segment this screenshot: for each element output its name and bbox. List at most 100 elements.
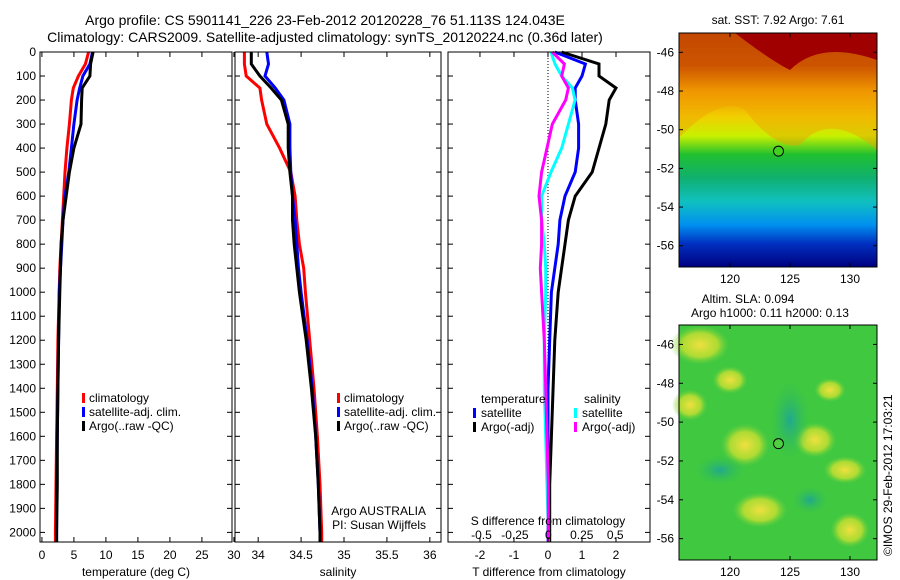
x-axis-label: T difference from climatology bbox=[472, 565, 626, 579]
y-tick-label: 700 bbox=[16, 213, 36, 227]
map-title: sat. SST: 7.92 Argo: 7.61 bbox=[712, 13, 845, 27]
lat-tick-label: -52 bbox=[657, 454, 675, 468]
plot-frame-3 bbox=[447, 51, 651, 543]
x-tick-label: 20 bbox=[163, 548, 177, 562]
argo-annotation: PI: Susan Wijffels bbox=[332, 518, 426, 532]
plot-frame-2 bbox=[234, 51, 442, 543]
profile-line-temperature-argo-adj- bbox=[548, 50, 618, 542]
figure-title-line1: Argo profile: CS 5901141_226 23-Feb-2012… bbox=[85, 12, 565, 28]
legend-label: satellite bbox=[582, 406, 623, 420]
y-tick-label: 400 bbox=[16, 141, 36, 155]
lat-tick-label: -48 bbox=[657, 84, 675, 98]
lat-tick-label: -56 bbox=[657, 532, 675, 546]
profile-line-climatology bbox=[242, 52, 324, 542]
y-tick-label: 500 bbox=[16, 165, 36, 179]
legend-label: climatology bbox=[344, 391, 404, 405]
y-tick-label: 1700 bbox=[9, 453, 36, 467]
lat-tick-label: -48 bbox=[657, 376, 675, 390]
x-tick-label: 25 bbox=[195, 548, 209, 562]
legend-swatch bbox=[473, 422, 476, 432]
sla-high bbox=[830, 512, 870, 548]
sla-high bbox=[720, 423, 770, 467]
x-tick-label: 0 bbox=[39, 548, 46, 562]
legend-swatch bbox=[82, 393, 85, 403]
warm-core bbox=[735, 33, 877, 70]
y-tick-label: 1300 bbox=[9, 357, 36, 371]
legend-label: satellite bbox=[481, 406, 522, 420]
legend-swatch bbox=[337, 421, 340, 431]
legend-swatch bbox=[574, 408, 577, 418]
x-tick-label: 1 bbox=[579, 548, 586, 562]
profile-line-argo-raw-qc- bbox=[249, 52, 322, 542]
legend-header-temperature: temperature bbox=[481, 392, 546, 406]
y-tick-label: 1200 bbox=[9, 333, 36, 347]
legend-swatch bbox=[337, 407, 340, 417]
sla-high bbox=[732, 492, 788, 528]
lon-tick-label: 125 bbox=[780, 272, 800, 286]
sla-low bbox=[792, 486, 828, 514]
legend-label: satellite-adj. clim. bbox=[89, 405, 181, 419]
y-tick-label: 1000 bbox=[9, 285, 36, 299]
profile-line-argo-raw-qc- bbox=[55, 51, 95, 542]
x-tick-label: 0 bbox=[545, 548, 552, 562]
legend-label: satellite-adj. clim. bbox=[344, 405, 436, 419]
argo-position-marker bbox=[772, 145, 784, 157]
legend-swatch bbox=[473, 408, 476, 418]
map-title: Altim. SLA: 0.094 bbox=[702, 292, 795, 306]
sla-high bbox=[670, 325, 730, 365]
x2-tick-label: -0.5 bbox=[471, 528, 492, 542]
x-tick-label: -1 bbox=[509, 548, 520, 562]
x-tick-label: 30 bbox=[227, 548, 241, 562]
plot-frame-1 bbox=[39, 51, 233, 543]
y-tick-label: 1500 bbox=[9, 405, 36, 419]
y-tick-label: 300 bbox=[16, 117, 36, 131]
lat-tick-label: -46 bbox=[657, 45, 675, 59]
x-axis-label: temperature (deg C) bbox=[82, 565, 190, 579]
y-tick-label: 2000 bbox=[9, 525, 36, 539]
legend-label: Argo(..raw -QC) bbox=[344, 419, 429, 433]
legend-label: Argo(-adj) bbox=[582, 420, 635, 434]
x2-tick-label: 0.25 bbox=[570, 528, 594, 542]
lon-tick-label: 130 bbox=[840, 272, 860, 286]
x-tick-label: 36 bbox=[423, 548, 437, 562]
lon-tick-label: 130 bbox=[840, 565, 860, 579]
x-tick-label: 2 bbox=[613, 548, 620, 562]
profile-line-salinity-argo-adj- bbox=[537, 50, 570, 542]
lat-tick-label: -54 bbox=[657, 493, 675, 507]
legend-swatch bbox=[82, 421, 85, 431]
x-tick-label: 10 bbox=[99, 548, 113, 562]
lat-tick-label: -54 bbox=[657, 200, 675, 214]
profile-line-satellite-adj-clim- bbox=[263, 51, 322, 542]
y-tick-label: 800 bbox=[16, 237, 36, 251]
sla-low bbox=[695, 455, 745, 485]
y-tick-label: 1400 bbox=[9, 381, 36, 395]
profile-line-satellite-adj-clim- bbox=[55, 51, 94, 542]
legend-label: climatology bbox=[89, 391, 149, 405]
lon-tick-label: 120 bbox=[720, 272, 740, 286]
x2-axis-label: S difference from climatology bbox=[471, 514, 626, 528]
x-tick-label: 5 bbox=[71, 548, 78, 562]
argo-annotation: Argo AUSTRALIA bbox=[331, 504, 426, 518]
figure-title-line2: Climatology: CARS2009. Satellite-adjuste… bbox=[47, 29, 603, 45]
lon-tick-label: 125 bbox=[780, 565, 800, 579]
y-tick-label: 1800 bbox=[9, 477, 36, 491]
lat-tick-label: -50 bbox=[657, 123, 675, 137]
lat-tick-label: -50 bbox=[657, 415, 675, 429]
imos-credit: ©IMOS 29-Feb-2012 17:03:21 bbox=[881, 394, 895, 556]
sla-high bbox=[712, 366, 748, 394]
sla-high bbox=[672, 389, 708, 421]
x-tick-label: -2 bbox=[475, 548, 486, 562]
argo-position-marker bbox=[772, 438, 784, 450]
legend-label: Argo(..raw -QC) bbox=[89, 419, 174, 433]
y-tick-label: 600 bbox=[16, 189, 36, 203]
y-tick-label: 1900 bbox=[9, 501, 36, 515]
x2-tick-label: 0 bbox=[545, 528, 552, 542]
y-tick-label: 1100 bbox=[10, 309, 36, 323]
y-tick-label: 1600 bbox=[9, 429, 36, 443]
x2-tick-label: -0.25 bbox=[501, 528, 529, 542]
y-tick-label: 100 bbox=[16, 69, 36, 83]
lat-tick-label: -56 bbox=[657, 239, 675, 253]
x-tick-label: 35.5 bbox=[375, 548, 399, 562]
x-axis-label: salinity bbox=[320, 565, 357, 579]
lat-tick-label: -46 bbox=[657, 337, 675, 351]
